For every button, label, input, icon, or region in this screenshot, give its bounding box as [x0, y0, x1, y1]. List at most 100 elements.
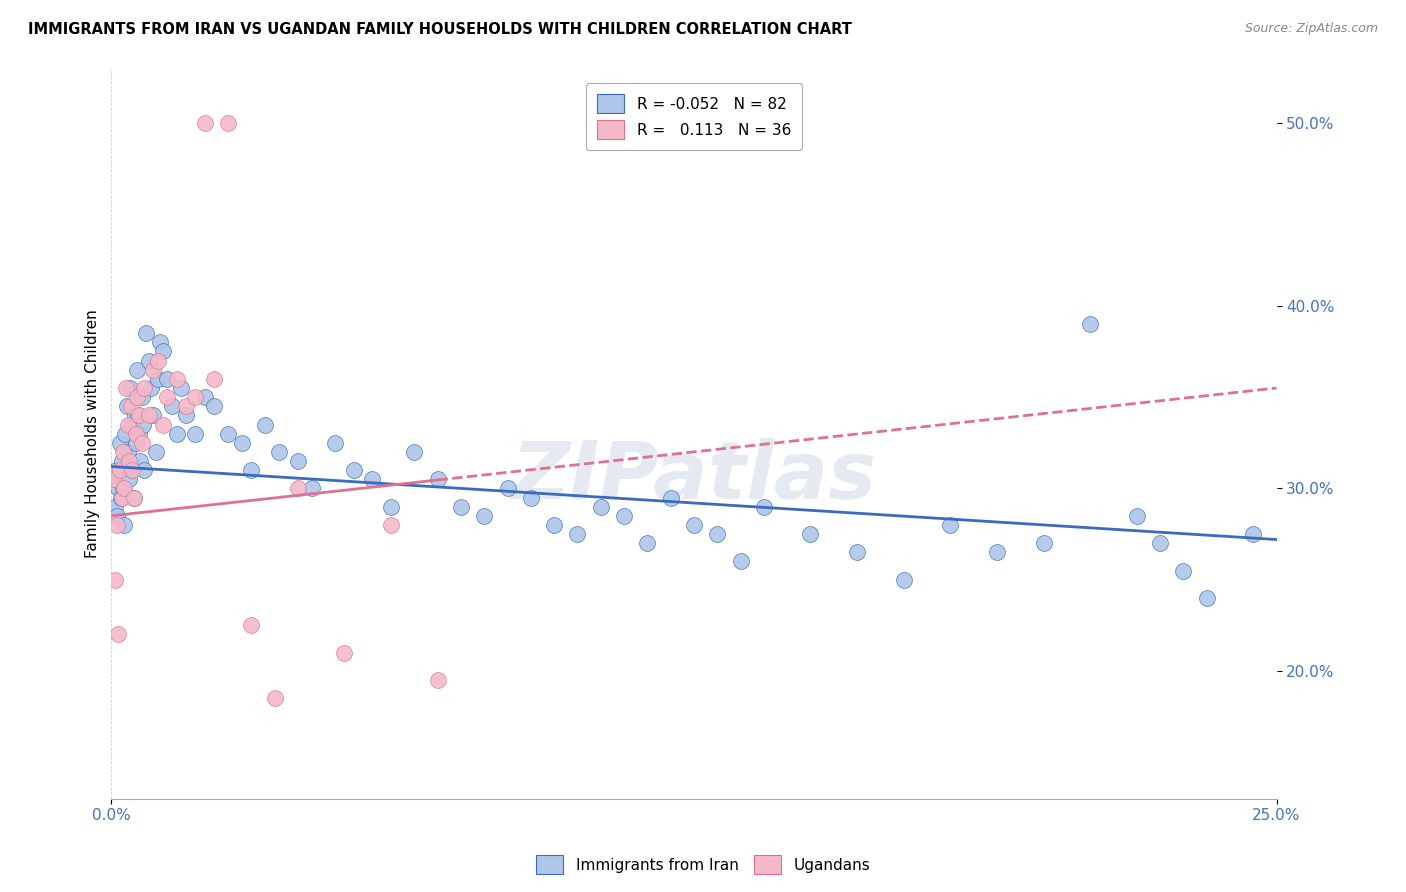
Point: [127, 409, 149, 423]
Point: [269, 445, 291, 459]
Point: [1241, 527, 1264, 541]
Point: [125, 390, 148, 404]
Point: [112, 445, 135, 459]
Point: [122, 491, 145, 505]
Point: [131, 435, 153, 450]
Point: [543, 517, 565, 532]
Point: [152, 417, 174, 432]
Point: [404, 445, 426, 459]
Point: [426, 472, 449, 486]
Point: [613, 508, 636, 523]
Point: [231, 435, 253, 450]
Point: [184, 426, 207, 441]
Point: [117, 445, 139, 459]
Point: [132, 463, 155, 477]
Point: [343, 463, 366, 477]
Point: [636, 536, 658, 550]
Point: [145, 445, 167, 459]
Legend: R = -0.052   N = 82, R =   0.113   N = 36: R = -0.052 N = 82, R = 0.113 N = 36: [586, 84, 801, 150]
Point: [146, 372, 169, 386]
Point: [706, 527, 728, 541]
Point: [118, 472, 141, 486]
Point: [112, 482, 135, 496]
Point: [115, 399, 138, 413]
Point: [202, 399, 225, 413]
Point: [104, 500, 127, 514]
Point: [105, 517, 128, 532]
Point: [128, 409, 150, 423]
Point: [131, 390, 153, 404]
Point: [496, 482, 519, 496]
Point: [135, 326, 157, 341]
Point: [149, 335, 172, 350]
Point: [380, 517, 402, 532]
Point: [1149, 536, 1171, 550]
Point: [240, 463, 263, 477]
Point: [520, 491, 543, 505]
Point: [124, 426, 146, 441]
Point: [567, 527, 589, 541]
Point: [122, 491, 145, 505]
Point: [893, 573, 915, 587]
Point: [156, 372, 179, 386]
Point: [1032, 536, 1054, 550]
Point: [114, 426, 136, 441]
Point: [1078, 317, 1101, 331]
Point: [152, 344, 174, 359]
Point: [111, 491, 134, 505]
Point: [110, 491, 132, 505]
Point: [659, 491, 682, 505]
Point: [142, 409, 165, 423]
Point: [217, 116, 239, 130]
Point: [129, 454, 152, 468]
Point: [118, 454, 141, 468]
Point: [124, 435, 146, 450]
Point: [1195, 591, 1218, 605]
Point: [132, 381, 155, 395]
Point: [120, 417, 142, 432]
Point: [108, 463, 131, 477]
Point: [114, 517, 136, 532]
Point: [105, 508, 128, 523]
Point: [426, 673, 449, 687]
Point: [1173, 564, 1195, 578]
Point: [589, 500, 612, 514]
Point: [184, 390, 207, 404]
Point: [986, 545, 1008, 559]
Point: [683, 517, 706, 532]
Point: [121, 463, 143, 477]
Point: [472, 508, 495, 523]
Point: [166, 426, 188, 441]
Point: [118, 381, 141, 395]
Point: [103, 472, 125, 486]
Point: [263, 691, 285, 706]
Point: [194, 116, 217, 130]
Point: [287, 454, 309, 468]
Point: [361, 472, 384, 486]
Point: [121, 463, 143, 477]
Point: [333, 646, 356, 660]
Point: [120, 399, 142, 413]
Point: [115, 381, 138, 395]
Point: [730, 554, 752, 568]
Point: [105, 463, 128, 477]
Point: [202, 372, 225, 386]
Text: IMMIGRANTS FROM IRAN VS UGANDAN FAMILY HOUSEHOLDS WITH CHILDREN CORRELATION CHAR: IMMIGRANTS FROM IRAN VS UGANDAN FAMILY H…: [28, 22, 852, 37]
Point: [124, 409, 146, 423]
Point: [138, 409, 160, 423]
Point: [170, 381, 193, 395]
Point: [142, 363, 165, 377]
Point: [254, 417, 277, 432]
Point: [217, 426, 239, 441]
Point: [104, 573, 127, 587]
Point: [240, 618, 263, 632]
Point: [323, 435, 346, 450]
Point: [132, 417, 155, 432]
Point: [1125, 508, 1147, 523]
Point: [108, 435, 131, 450]
Point: [103, 472, 125, 486]
Point: [128, 426, 150, 441]
Text: ZIPatlas: ZIPatlas: [512, 439, 876, 516]
Point: [107, 482, 129, 496]
Point: [160, 399, 183, 413]
